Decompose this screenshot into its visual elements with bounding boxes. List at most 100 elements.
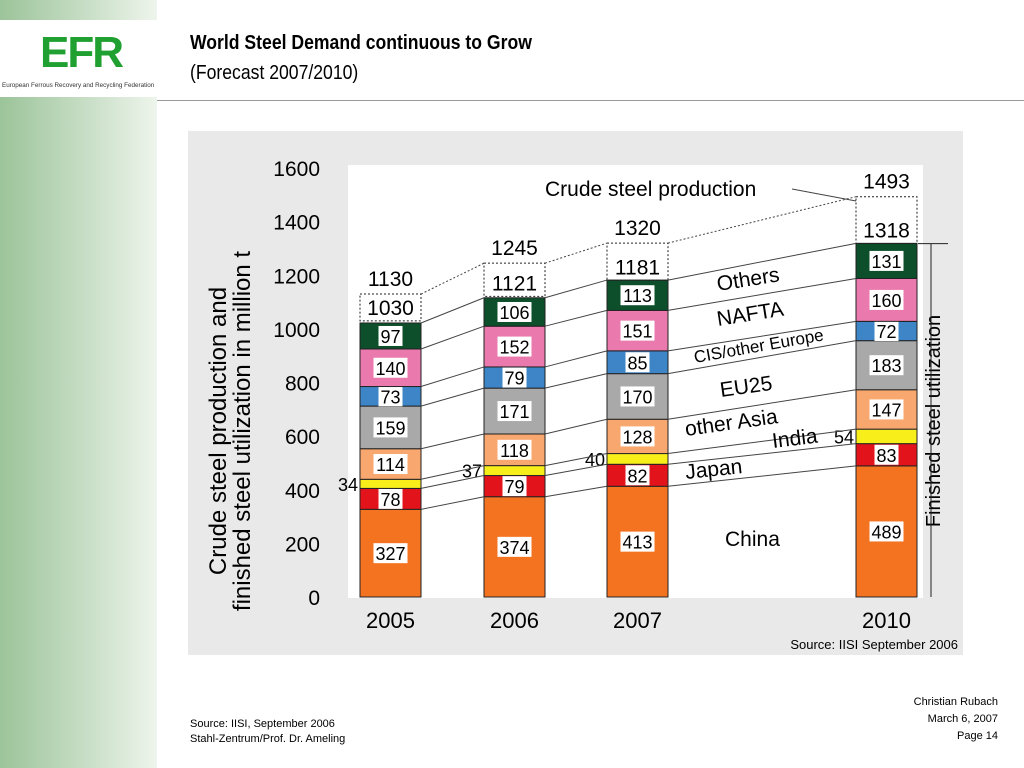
y-tick-label: 1600 bbox=[273, 158, 320, 181]
connector-line bbox=[420, 387, 485, 407]
data-label-box bbox=[869, 399, 904, 420]
efr-logo: EFR European Ferrous Recovery and Recycl… bbox=[0, 20, 157, 97]
data-label-box bbox=[373, 454, 408, 475]
connector-line bbox=[667, 443, 857, 465]
data-label: 97 bbox=[380, 327, 400, 347]
data-label-box bbox=[497, 536, 532, 557]
y-tick-label: 200 bbox=[285, 533, 320, 556]
data-label: 82 bbox=[627, 466, 647, 486]
crude-steel-label: Crude steel production bbox=[545, 178, 756, 201]
right-axis-label: Finished steel utilization bbox=[923, 315, 945, 527]
connector-line bbox=[544, 485, 608, 498]
data-label: 374 bbox=[499, 538, 529, 558]
footer-source: Source: IISI, September 2006 bbox=[190, 718, 335, 730]
connector-line bbox=[667, 465, 857, 487]
y-tick-label: 1400 bbox=[273, 212, 320, 235]
data-label: 106 bbox=[499, 303, 529, 323]
connector-line bbox=[667, 389, 857, 420]
y-tick-label: 600 bbox=[285, 426, 320, 449]
data-label: 118 bbox=[500, 441, 529, 461]
data-label: 54 bbox=[834, 427, 854, 447]
footer-author: Christian Rubach bbox=[913, 696, 998, 708]
connector-line bbox=[544, 309, 608, 327]
data-label-box bbox=[378, 325, 403, 346]
data-label: 114 bbox=[376, 455, 405, 475]
data-label: 83 bbox=[876, 446, 896, 466]
data-label: 413 bbox=[622, 533, 652, 553]
crude-production-label: 1130 bbox=[368, 268, 413, 291]
data-label: 183 bbox=[871, 356, 901, 376]
data-label: 160 bbox=[871, 291, 901, 311]
connector-line bbox=[544, 350, 608, 368]
x-tick-label: 2006 bbox=[490, 608, 539, 633]
data-label-box bbox=[497, 401, 532, 422]
connector-line bbox=[544, 373, 608, 389]
slide-subtitle: (Forecast 2007/2010) bbox=[190, 62, 359, 84]
data-label-box bbox=[874, 321, 899, 342]
data-label: 489 bbox=[871, 522, 901, 542]
connector-line bbox=[667, 320, 857, 352]
connector-line bbox=[420, 366, 485, 387]
data-label-box bbox=[502, 476, 527, 497]
data-label: 147 bbox=[871, 400, 901, 420]
data-label: 327 bbox=[375, 544, 405, 564]
data-label-box bbox=[869, 521, 904, 542]
connector-line bbox=[420, 465, 485, 480]
data-label: 73 bbox=[380, 387, 400, 407]
data-label-box bbox=[869, 289, 904, 310]
total-label: 1121 bbox=[492, 272, 537, 295]
data-label: 151 bbox=[622, 322, 652, 342]
connector-line bbox=[544, 463, 608, 477]
y-tick-label: 400 bbox=[285, 480, 320, 503]
crude-connector-line bbox=[544, 242, 608, 264]
data-label-box bbox=[373, 543, 408, 564]
data-label-box bbox=[497, 439, 532, 460]
data-label-box bbox=[874, 444, 899, 465]
data-label: 85 bbox=[627, 353, 647, 373]
data-label-box bbox=[620, 426, 655, 447]
connector-line bbox=[420, 297, 485, 324]
data-label-box bbox=[625, 465, 650, 486]
x-tick-label: 2005 bbox=[366, 608, 415, 633]
x-tick-label: 2007 bbox=[613, 608, 662, 633]
y-axis-title-line2: finished steel utilization in million t bbox=[229, 251, 256, 612]
x-tick-label: 2010 bbox=[862, 608, 911, 633]
connector-line bbox=[544, 279, 608, 299]
connector-line bbox=[667, 428, 857, 455]
region-label: India bbox=[771, 425, 819, 453]
data-label: 79 bbox=[504, 369, 524, 389]
y-axis-title-line1: Crude steel production and bbox=[205, 287, 232, 575]
data-label: 34 bbox=[338, 475, 358, 495]
crude-production-label: 1245 bbox=[491, 237, 538, 260]
connector-line bbox=[420, 475, 485, 489]
data-label: 170 bbox=[622, 387, 652, 407]
footer-page: Page 14 bbox=[957, 730, 998, 742]
data-label-box bbox=[869, 250, 904, 271]
connector-line bbox=[667, 242, 857, 281]
crude-production-label: 1493 bbox=[863, 171, 910, 194]
bar-segment-india bbox=[606, 453, 669, 465]
header-divider bbox=[157, 100, 1024, 101]
bar-segment-india bbox=[855, 428, 918, 445]
footer-date: March 6, 2007 bbox=[927, 713, 998, 725]
connector-line bbox=[667, 277, 857, 311]
crude-connector-line bbox=[667, 196, 857, 244]
data-label-box bbox=[869, 355, 904, 376]
connector-line bbox=[420, 325, 485, 350]
data-label: 113 bbox=[623, 286, 652, 306]
chart-source: Source: IISI September 2006 bbox=[790, 637, 958, 652]
data-label: 78 bbox=[380, 490, 400, 510]
data-label-box bbox=[378, 386, 403, 407]
logo-text: EFR bbox=[40, 28, 124, 77]
data-label-box bbox=[620, 386, 655, 407]
y-tick-label: 1200 bbox=[273, 265, 320, 288]
data-label-box bbox=[620, 285, 655, 306]
bar-segment-india bbox=[483, 465, 546, 477]
y-tick-label: 1000 bbox=[273, 319, 320, 342]
data-label-box bbox=[373, 417, 408, 438]
crude-production-box bbox=[855, 196, 918, 245]
data-label-box bbox=[378, 488, 403, 509]
crude-production-box bbox=[483, 262, 546, 297]
data-label: 171 bbox=[499, 402, 529, 422]
y-tick-label: 0 bbox=[308, 587, 320, 610]
